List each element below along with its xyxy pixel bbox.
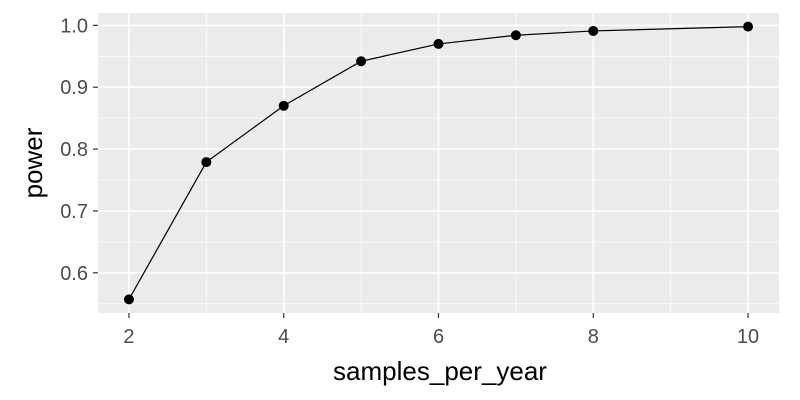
- y-axis-ticks: 0.6 0.7 0.8 0.9 1.0: [60, 15, 98, 285]
- data-point: [433, 38, 444, 49]
- data-point: [510, 30, 521, 41]
- x-tick-label: 6: [433, 326, 444, 348]
- major-gridlines: [98, 13, 779, 313]
- data-point: [356, 56, 367, 67]
- y-axis-title: power: [18, 127, 48, 198]
- data-points: [123, 21, 754, 305]
- data-point: [743, 21, 754, 32]
- x-tick-label: 2: [123, 326, 134, 348]
- data-point: [123, 294, 134, 305]
- data-point: [278, 100, 289, 111]
- y-tick-label: 0.6: [60, 263, 88, 285]
- y-tick-label: 1.0: [60, 15, 88, 37]
- x-axis-title: samples_per_year: [333, 356, 547, 386]
- data-point: [201, 157, 212, 168]
- x-axis-ticks: 2 4 6 8 10: [123, 313, 759, 348]
- x-tick-label: 8: [588, 326, 599, 348]
- y-tick-label: 0.9: [60, 77, 88, 99]
- y-tick-label: 0.7: [60, 201, 88, 223]
- x-tick-label: 10: [737, 326, 759, 348]
- series-line: [128, 26, 749, 300]
- y-tick-label: 0.8: [60, 139, 88, 161]
- x-tick-label: 4: [278, 326, 289, 348]
- series-line-group: [128, 26, 749, 300]
- data-point: [588, 25, 599, 36]
